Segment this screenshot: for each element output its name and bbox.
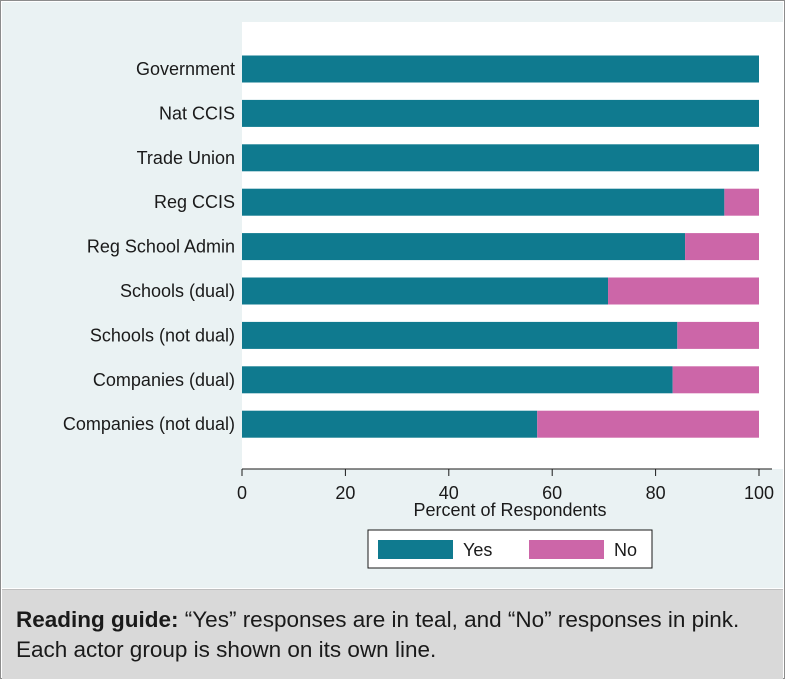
- category-label: Reg School Admin: [87, 237, 235, 257]
- category-label: Trade Union: [137, 148, 235, 168]
- x-tick-label: 80: [646, 483, 666, 503]
- bars-layer: [242, 55, 759, 438]
- x-axis-ticks: 0 20 40 60 80 100: [237, 469, 774, 503]
- x-tick-label: 40: [439, 483, 459, 503]
- reading-guide-body: “Yes” responses are in teal, and “No” re…: [16, 607, 740, 662]
- category-label: Companies (dual): [93, 370, 235, 390]
- category-label: Reg CCIS: [154, 192, 235, 212]
- legend-swatch-yes: [378, 540, 453, 559]
- category-label: Government: [136, 59, 235, 79]
- reading-guide-heading: Reading guide:: [16, 607, 179, 632]
- x-tick-label: 60: [542, 483, 562, 503]
- x-tick-label: 100: [744, 483, 774, 503]
- bar-yes: [242, 188, 725, 216]
- legend-label-yes: Yes: [463, 540, 492, 560]
- bar-no: [685, 233, 759, 261]
- bar-yes: [242, 277, 609, 305]
- bar-yes: [242, 99, 759, 127]
- x-tick-label: 20: [335, 483, 355, 503]
- bar-no: [537, 410, 759, 438]
- reading-guide: Reading guide: “Yes” responses are in te…: [2, 589, 783, 679]
- x-axis-title: Percent of Respondents: [413, 500, 606, 520]
- legend: Yes No: [378, 540, 637, 560]
- category-labels: Government Nat CCIS Trade Union Reg CCIS Reg…: [63, 59, 235, 434]
- bar-yes: [242, 321, 678, 349]
- bar-no: [672, 366, 759, 394]
- legend-swatch-no: [529, 540, 604, 559]
- category-label: Schools (not dual): [90, 325, 235, 345]
- reading-guide-text: Reading guide: “Yes” responses are in te…: [16, 605, 776, 665]
- bar-yes: [242, 233, 686, 261]
- bar-yes: [242, 366, 673, 394]
- bar-yes: [242, 410, 538, 438]
- legend-label-no: No: [614, 540, 637, 560]
- category-label: Nat CCIS: [159, 103, 235, 123]
- bar-no: [724, 188, 759, 216]
- stacked-bar-chart: Government Nat CCIS Trade Union Reg CCIS Reg…: [63, 22, 783, 569]
- bar-yes: [242, 144, 759, 172]
- bar-yes: [242, 55, 759, 83]
- bar-no: [608, 277, 759, 305]
- bar-no: [677, 321, 759, 349]
- category-label: Schools (dual): [120, 281, 235, 301]
- chart-area: Government Nat CCIS Trade Union Reg CCIS Reg…: [2, 2, 783, 588]
- category-label: Companies (not dual): [63, 414, 235, 434]
- x-tick-label: 0: [237, 483, 247, 503]
